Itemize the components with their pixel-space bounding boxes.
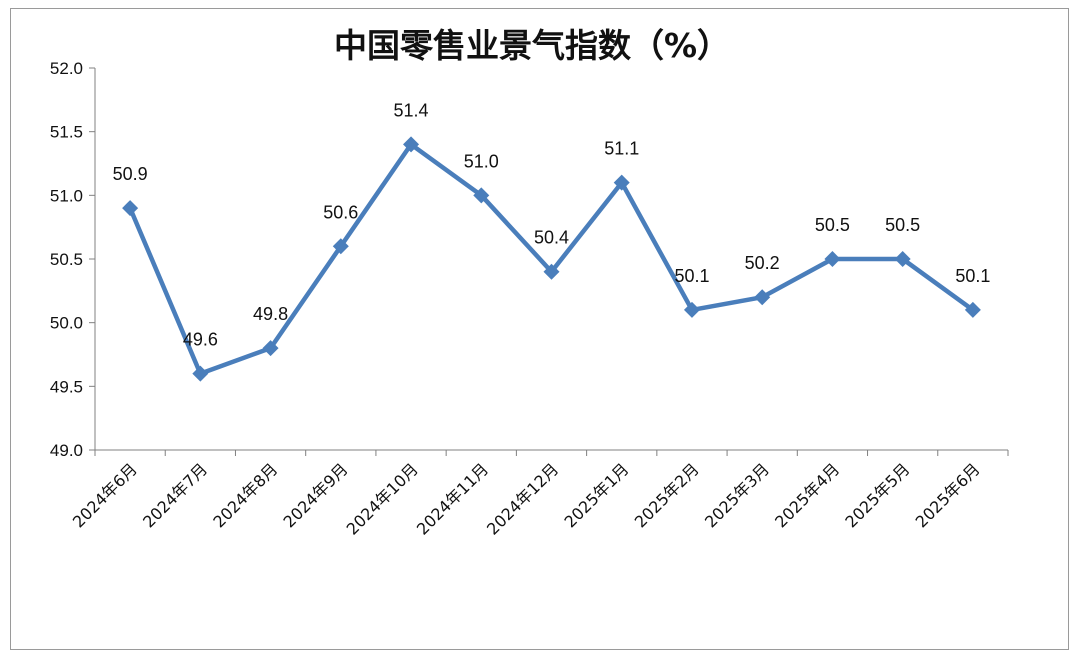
x-tick-label: 2025年2月 (631, 459, 703, 531)
x-tick-label: 2024年8月 (209, 459, 281, 531)
data-label: 50.5 (815, 215, 850, 235)
data-label: 50.1 (955, 266, 990, 286)
data-label: 50.5 (885, 215, 920, 235)
y-tick-label: 50.5 (50, 250, 83, 269)
data-point-marker (262, 340, 279, 357)
x-tick-label: 2024年12月 (483, 459, 562, 538)
x-axis-ticks: 2024年6月2024年7月2024年8月2024年9月2024年10月2024… (69, 450, 1009, 539)
data-label: 50.4 (534, 228, 569, 248)
data-label: 51.1 (604, 139, 639, 159)
x-tick-label: 2025年1月 (561, 459, 633, 531)
data-label: 50.6 (323, 202, 358, 222)
data-point-marker (754, 289, 771, 306)
data-point-marker (683, 301, 700, 318)
data-point-marker (473, 187, 490, 204)
x-tick-label: 2025年5月 (841, 459, 913, 531)
series-lines (128, 142, 975, 376)
data-point-marker (824, 251, 841, 267)
data-point-marker (613, 174, 630, 191)
data-point-marker (192, 365, 209, 382)
data-point-marker (964, 301, 981, 318)
y-axis-ticks: 49.0 49.5 50.0 50.5 51.0 51.5 52.0 (50, 59, 95, 460)
data-label: 51.0 (464, 151, 499, 171)
chart-title: 中国零售业景气指数（%） (334, 26, 730, 65)
y-tick-label: 51.0 (50, 186, 83, 205)
data-point-marker (403, 136, 420, 153)
data-label: 50.9 (113, 164, 148, 184)
series-line (128, 142, 975, 376)
x-tick-label: 2025年4月 (771, 459, 843, 531)
chart-frame (10, 8, 1069, 650)
y-tick-label: 49.5 (50, 377, 83, 396)
data-label: 50.2 (745, 253, 780, 273)
x-tick-label: 2025年3月 (701, 459, 773, 531)
data-label: 49.6 (183, 330, 218, 350)
data-label: 51.4 (394, 100, 429, 120)
y-tick-label: 49.0 (50, 441, 83, 460)
y-tick-label: 52.0 (50, 59, 83, 78)
y-tick-label: 50.0 (50, 314, 83, 333)
x-tick-label: 2024年6月 (69, 459, 141, 531)
y-tick-label: 51.5 (50, 123, 83, 142)
data-point-marker (543, 263, 560, 280)
data-label: 50.1 (674, 266, 709, 286)
x-tick-label: 2025年6月 (912, 459, 984, 531)
data-markers (122, 136, 981, 382)
data-point-marker (894, 251, 911, 267)
data-point-marker (332, 238, 349, 255)
x-tick-label: 2024年11月 (413, 459, 492, 538)
x-tick-label: 2024年7月 (139, 459, 211, 531)
data-label: 49.8 (253, 304, 288, 324)
data-point-marker (122, 200, 139, 217)
x-tick-label: 2024年10月 (343, 459, 422, 538)
x-tick-label: 2024年9月 (280, 459, 352, 531)
data-labels: 50.9 49.6 49.8 50.6 51.4 51.0 50.4 51.1 50.1 50.2… (113, 100, 991, 349)
